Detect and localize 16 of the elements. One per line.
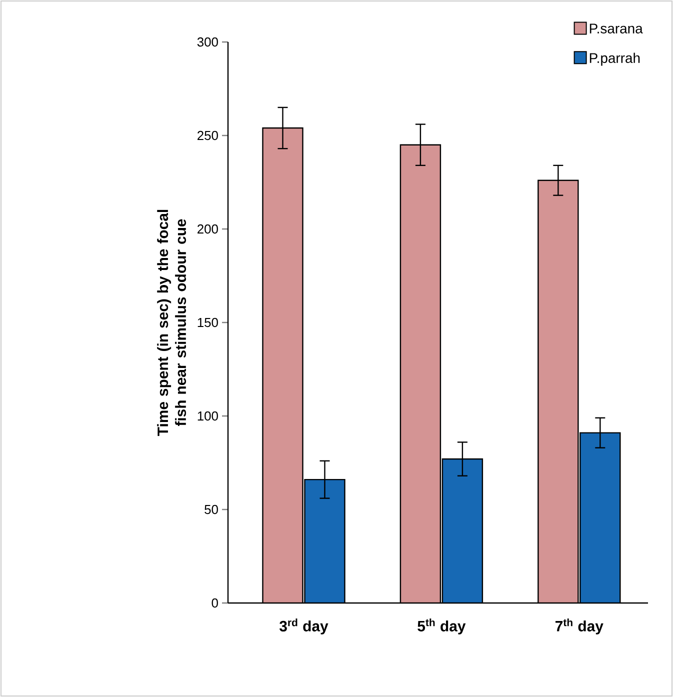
y-tick-label: 150 — [198, 318, 218, 328]
bar — [262, 128, 303, 603]
y-axis-title: Time spent (in sec) by the focal fish near stimulus odour cue — [157, 210, 186, 436]
y-tick-label: 0 — [212, 598, 218, 608]
bar — [538, 180, 579, 603]
x-tick-label: 5$^{th}$ day — [418, 618, 466, 634]
y-tick-label: 300 — [197, 37, 218, 47]
y-tick-label: 200 — [198, 224, 218, 234]
x-tick-label: 7$^{th}$ day — [556, 618, 604, 634]
x-tick-label: 3$^{rd}$ day — [279, 618, 328, 634]
y-tick-label: 50 — [204, 504, 218, 514]
legend-label: P.parrah — [590, 52, 640, 66]
legend-label: P.sarana — [590, 24, 643, 34]
bar — [400, 144, 440, 603]
y-tick-label: 250 — [198, 130, 218, 140]
y-tick-label: 100 — [198, 411, 218, 421]
